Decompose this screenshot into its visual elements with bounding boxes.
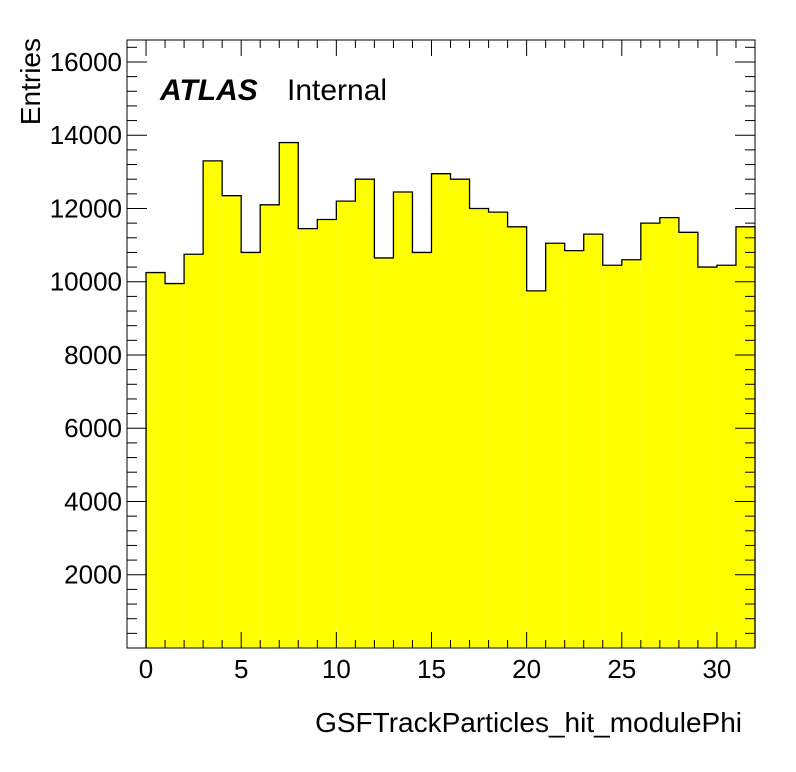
- y-tick-label: 6000: [64, 413, 122, 443]
- histogram-bar: [602, 265, 622, 648]
- x-tick-label: 25: [607, 654, 636, 684]
- histogram-bar: [355, 179, 375, 648]
- histogram-bar: [583, 234, 603, 648]
- x-tick-label: 10: [322, 654, 351, 684]
- x-tick-label: 30: [702, 654, 731, 684]
- histogram-bar: [260, 204, 280, 648]
- x-axis-title: GSFTrackParticles_hit_modulePhi: [315, 707, 742, 738]
- histogram-bar: [659, 217, 679, 648]
- histogram-bar: [203, 160, 223, 648]
- histogram-bar: [412, 252, 432, 649]
- histogram-bar: [621, 259, 641, 648]
- histogram-bar: [241, 252, 261, 649]
- x-tick-label: 15: [417, 654, 446, 684]
- y-tick-label: 10000: [50, 267, 122, 297]
- axis-ticks: [126, 40, 756, 648]
- x-tick-label: 5: [234, 654, 248, 684]
- histogram-bar: [488, 212, 508, 648]
- histogram-bar: [431, 173, 451, 648]
- y-tick-label: 12000: [50, 193, 122, 223]
- atlas-label: ATLAS: [159, 74, 258, 107]
- y-axis-title: Entries: [15, 38, 46, 125]
- histogram-bar: [317, 219, 337, 648]
- histogram-bars: [145, 141, 756, 649]
- histogram-bar: [697, 267, 717, 648]
- histogram-bar: [393, 192, 413, 648]
- histogram-bar: [716, 265, 736, 648]
- y-tick-label: 16000: [50, 47, 122, 77]
- histogram-bar: [450, 179, 470, 648]
- plot-frame: [126, 39, 756, 649]
- histogram-bar: [184, 254, 204, 648]
- histogram-bar: [526, 290, 546, 648]
- histogram-bar: [640, 223, 660, 649]
- histogram-bar: [545, 243, 565, 649]
- x-tick-label: 20: [512, 654, 541, 684]
- histogram-bar: [374, 257, 394, 648]
- histogram-bar: [146, 272, 166, 648]
- histogram-bar: [165, 283, 185, 648]
- y-tick-label: 2000: [64, 560, 122, 590]
- histogram-outline: [145, 141, 756, 648]
- histogram-bar: [678, 232, 698, 648]
- y-tick-label: 14000: [50, 120, 122, 150]
- histogram-bar: [222, 195, 242, 648]
- y-tick-label: 4000: [64, 486, 122, 516]
- histogram-bar: [469, 208, 489, 648]
- histogram-bar: [564, 250, 584, 648]
- internal-label: Internal: [287, 74, 387, 107]
- tick-labels: 0 5 10 15 20 25 30 2000 4000 6000 8000 10000 12000 14…: [50, 47, 732, 684]
- histogram-bar: [298, 228, 318, 648]
- x-tick-label: 0: [139, 654, 153, 684]
- histogram-bar: [507, 226, 527, 649]
- histogram-bar: [279, 142, 299, 649]
- y-tick-label: 8000: [64, 340, 122, 370]
- histogram-bar: [336, 201, 356, 649]
- histogram-bar: [735, 226, 755, 649]
